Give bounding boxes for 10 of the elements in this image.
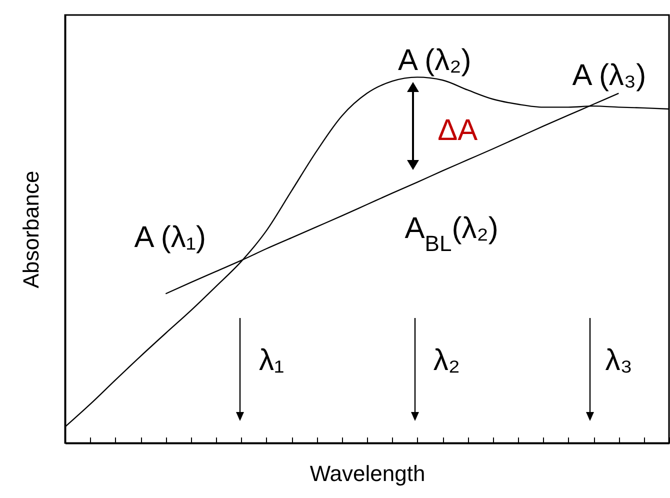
y-axis-title: Absorbance (18, 170, 44, 288)
annotation: A (λ₁) (134, 221, 206, 254)
annotation: λ₂ (433, 344, 460, 377)
x-axis-title: Wavelength (310, 461, 426, 486)
annotation: ΔA (438, 114, 478, 148)
text: A (λ₂) (398, 44, 472, 77)
annotation: A (λ₃) (572, 58, 646, 92)
annotation: λ₁ (259, 344, 284, 377)
annotation: λ₃ (605, 344, 632, 377)
annotation: A$_{BL}$(λ₂) (404, 212, 498, 256)
